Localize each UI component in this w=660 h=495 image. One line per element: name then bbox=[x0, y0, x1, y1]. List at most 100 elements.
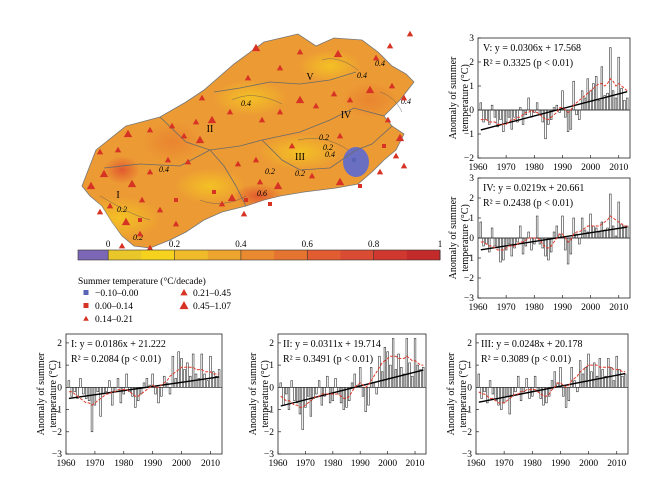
colorbar-segment bbox=[340, 250, 375, 260]
y-tick-label: 1 bbox=[269, 361, 274, 371]
station-triangle bbox=[172, 220, 180, 227]
anomaly-bar bbox=[623, 100, 626, 111]
anomaly-bar bbox=[522, 387, 525, 393]
x-tick-label: 2000 bbox=[378, 459, 397, 469]
station-triangle bbox=[386, 42, 394, 49]
station-triangle bbox=[118, 242, 126, 249]
x-tick-label: 2000 bbox=[581, 303, 600, 313]
r-squared-label: R² = 0.2084 (p < 0.01) bbox=[71, 354, 161, 365]
anomaly-bar bbox=[527, 97, 530, 111]
y-axis-label-line2: temperature (°C) bbox=[460, 64, 471, 132]
station-triangle bbox=[384, 116, 392, 123]
anomaly-bar bbox=[87, 387, 91, 401]
colorbar-segment bbox=[141, 250, 176, 260]
y-tick-label: −3 bbox=[462, 450, 472, 460]
anomaly-bar bbox=[163, 375, 166, 388]
station-triangle bbox=[312, 102, 320, 109]
anomaly-bar bbox=[479, 102, 482, 111]
anomaly-bar bbox=[607, 358, 610, 388]
station-triangle bbox=[308, 172, 316, 179]
anomaly-bar bbox=[581, 373, 585, 388]
anomaly-bar bbox=[513, 109, 516, 118]
anomaly-bar bbox=[493, 109, 497, 118]
anomaly-bar bbox=[562, 387, 565, 397]
anomaly-bar bbox=[544, 109, 547, 140]
anomaly-bar bbox=[203, 373, 206, 388]
anomaly-bar bbox=[116, 378, 120, 388]
anomaly-bar bbox=[519, 107, 522, 111]
anomaly-bar bbox=[525, 378, 528, 388]
colorbar-tick-label: 0.2 bbox=[169, 239, 180, 249]
y-tick-label: 1 bbox=[469, 214, 474, 224]
anomaly-bar bbox=[367, 387, 370, 406]
colorbar-segment bbox=[207, 250, 242, 260]
y-axis-label-line1: Anomaly of summer bbox=[448, 56, 459, 139]
anomaly-bar bbox=[493, 237, 497, 247]
station-square bbox=[138, 218, 142, 222]
x-tick-label: 1960 bbox=[469, 303, 488, 313]
anomaly-bar bbox=[307, 387, 310, 397]
station-triangle bbox=[96, 208, 104, 215]
anomaly-bar bbox=[191, 353, 195, 388]
anomaly-bar bbox=[600, 66, 603, 111]
anomaly-bar bbox=[142, 382, 146, 388]
colorbar-segment bbox=[406, 250, 441, 260]
station-square bbox=[358, 184, 362, 188]
station-square bbox=[212, 190, 216, 194]
station-triangle bbox=[127, 179, 137, 188]
station-triangle bbox=[296, 48, 304, 55]
anomaly-bar bbox=[564, 237, 567, 251]
station-triangle bbox=[226, 108, 234, 115]
anomaly-bar bbox=[541, 109, 544, 123]
y-tick-label: −2 bbox=[464, 274, 474, 284]
x-tick-label: 1960 bbox=[467, 459, 486, 469]
anomaly-bar bbox=[125, 373, 128, 388]
x-tick-label: 1970 bbox=[296, 459, 315, 469]
station-triangle bbox=[136, 230, 144, 237]
anomaly-bar bbox=[595, 375, 599, 388]
colorbar-tick-label: 1 bbox=[438, 239, 443, 249]
station-triangle bbox=[218, 200, 226, 207]
station-triangle bbox=[146, 244, 154, 251]
anomaly-bar bbox=[96, 387, 99, 393]
anomaly-bar bbox=[353, 373, 356, 388]
anomaly-bar bbox=[578, 109, 581, 120]
anomaly-bar bbox=[539, 387, 542, 399]
linear-trend-line bbox=[68, 376, 220, 400]
legend-triangle-icon bbox=[180, 288, 188, 296]
anomaly-bar bbox=[566, 109, 570, 132]
station-triangle bbox=[164, 156, 172, 163]
anomaly-bar bbox=[611, 225, 615, 239]
smoothed-curve bbox=[280, 355, 424, 408]
anomaly-bar bbox=[606, 92, 609, 111]
y-tick-label: −3 bbox=[464, 294, 474, 304]
station-triangle bbox=[365, 85, 375, 94]
anomaly-bar bbox=[359, 367, 362, 388]
legend-label: 0.45–1.07 bbox=[193, 302, 231, 312]
station-legend: −0.10–0.00 0.21–0.45 0.00–0.14 0.45–1.07 0.1… bbox=[83, 288, 231, 325]
anomaly-bar bbox=[502, 109, 505, 132]
contour-label-group: 0.40.40.20.40.20.40.2 0.20.40.20.60.20.4 bbox=[117, 59, 411, 242]
anomaly-bar bbox=[552, 107, 556, 111]
x-tick-label: 1970 bbox=[497, 163, 516, 173]
x-tick-label: 1970 bbox=[495, 459, 514, 469]
anomaly-bar bbox=[491, 387, 495, 395]
anomaly-bar bbox=[584, 367, 587, 388]
station-triangle bbox=[252, 156, 260, 163]
anomaly-bar bbox=[583, 97, 587, 111]
anomaly-bar bbox=[598, 358, 601, 388]
anomaly-bar bbox=[105, 387, 108, 393]
station-triangle bbox=[376, 168, 384, 175]
anomaly-bar bbox=[521, 109, 525, 125]
regression-equation: III: y = 0.0248x + 20.178 bbox=[481, 339, 583, 350]
anomaly-bar bbox=[287, 387, 291, 410]
x-tick-label: 1980 bbox=[114, 459, 133, 469]
anomaly-bar bbox=[505, 387, 509, 397]
station-square bbox=[174, 198, 178, 202]
anomaly-bar bbox=[576, 387, 579, 393]
anomaly-bar bbox=[535, 215, 539, 239]
station-triangle bbox=[256, 178, 264, 185]
anomaly-bar bbox=[375, 387, 378, 395]
y-tick-label: −2 bbox=[264, 428, 274, 438]
